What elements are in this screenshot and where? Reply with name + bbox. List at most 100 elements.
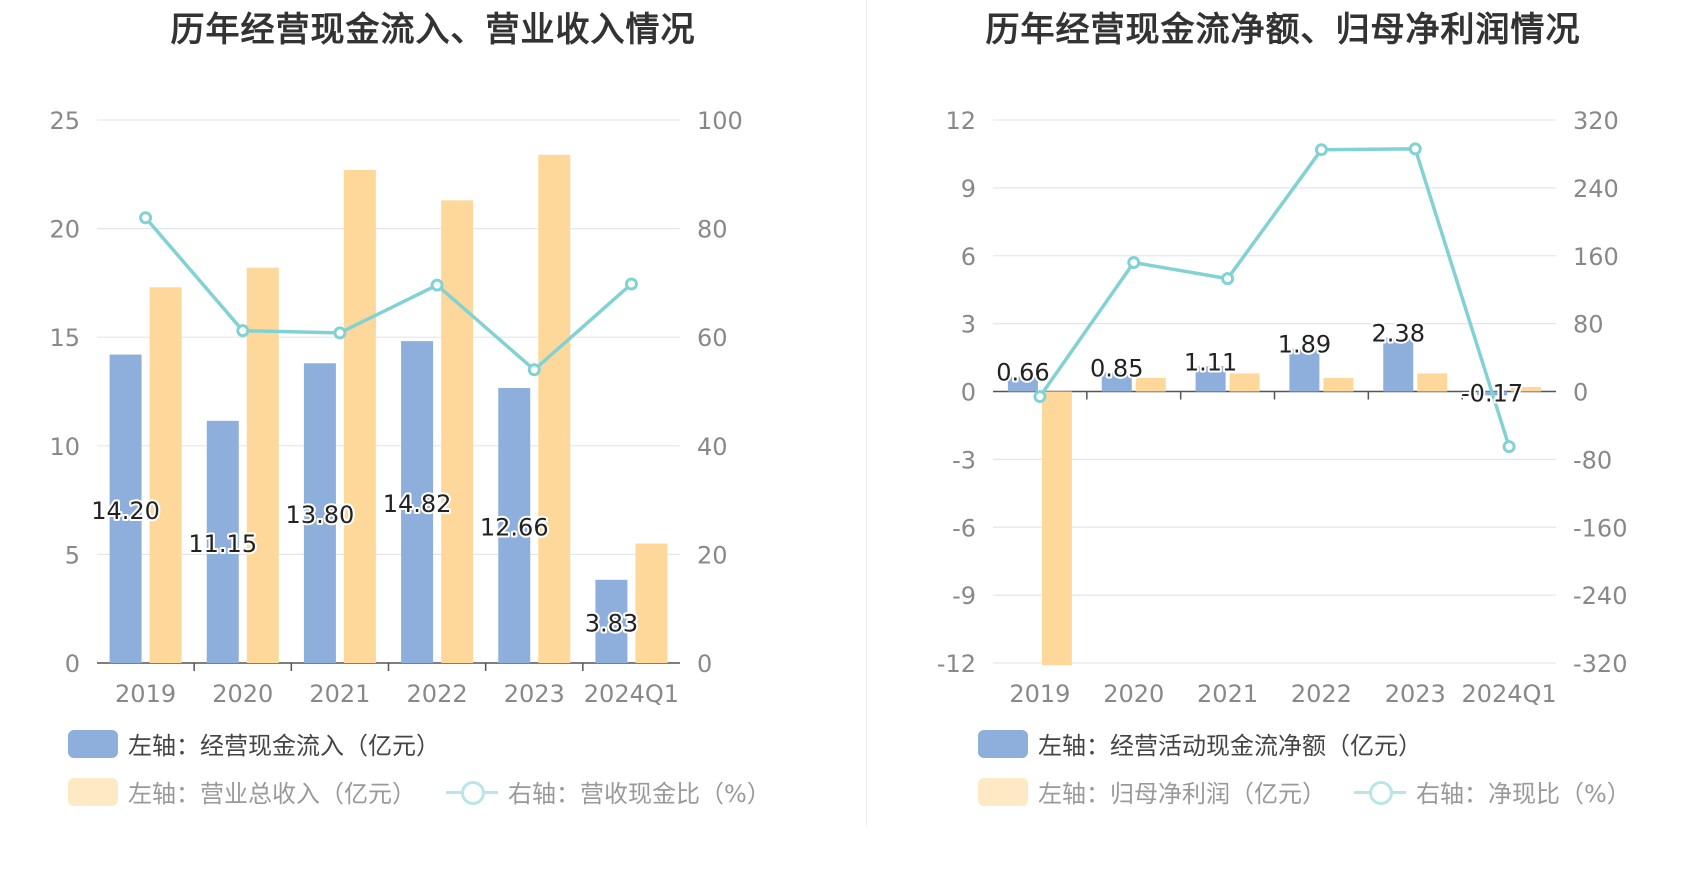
x-axis-category-label: 2021 [309,680,370,708]
legend-swatch-cash-inflow [68,729,118,758]
legend-item-cash-inflow[interactable]: 左轴：经营现金流入（亿元） [68,726,440,761]
bar-primary [498,388,531,663]
bar-primary [1195,366,1226,392]
right-axis-tick-label: 0 [1573,379,1588,407]
bar-secondary [1041,391,1072,666]
bar-data-label: 0.85 [1090,354,1143,382]
left-axis-tick-label: 0 [961,379,976,407]
legend-item-revenue-cash-ratio[interactable]: 右轴：营收现金比（%） [446,774,771,809]
left-axis-tick-label: 0 [65,650,80,678]
legend-swatch-net-cashflow [978,729,1028,758]
legend-line-icon [1354,778,1406,806]
legend-line-icon [446,778,498,806]
bar-data-label: 14.20 [91,497,160,525]
bar-data-label: 14.82 [383,490,452,518]
x-axis-category-label: 2019 [1009,680,1070,708]
ratio-line [144,216,633,372]
ratio-point [1127,256,1141,270]
bar-secondary [1511,386,1542,392]
ratio-point [624,277,638,291]
right-axis-tick-label: 160 [1573,243,1619,271]
bar-primary [109,354,142,663]
ratio-point [1221,272,1235,286]
ratio-point [527,363,541,377]
bar-data-label: 1.89 [1278,331,1331,359]
legend-label-net-cash-ratio: 右轴：净现比（%） [1416,780,1631,808]
bar-secondary [635,543,668,663]
right-axis-tick-label: 320 [1573,107,1619,135]
bar-secondary [1135,377,1166,392]
legend-label-net-profit: 左轴：归母净利润（亿元） [1038,780,1326,808]
bar-secondary [246,267,279,663]
bar-secondary [149,287,182,663]
x-axis-category-label: 2023 [504,680,565,708]
bar-primary [595,579,628,663]
left-axis-tick-label: 9 [961,175,976,203]
left-axis-tick-label: 5 [65,541,80,569]
right-axis-tick-label: -80 [1573,446,1612,474]
x-axis-category-label: 2020 [212,680,273,708]
right-axis-tick-label: -320 [1573,650,1627,678]
x-axis-category-label: 2024Q1 [1461,680,1556,708]
right-axis-tick-label: -160 [1573,514,1627,542]
bar-primary [401,341,434,663]
legend-item-net-cash-ratio[interactable]: 右轴：净现比（%） [1354,774,1631,809]
chart-title-right: 历年经营现金流净额、归母净利润情况 [985,10,1581,50]
x-axis-category-label: 2024Q1 [584,680,679,708]
bar-data-label: 12.66 [480,514,549,542]
bar-secondary [441,200,474,663]
right-axis-tick-label: 80 [1573,311,1604,339]
x-axis-category-label: 2019 [115,680,176,708]
legend-label-revenue-cash-ratio: 右轴：营收现金比（%） [508,780,771,808]
bar-primary [1007,376,1038,392]
ratio-point [1408,142,1422,156]
bar-secondary [1323,377,1354,392]
bar-data-label: 0.66 [996,359,1049,387]
bar-secondary [1417,373,1448,392]
ratio-point [1033,390,1047,404]
left-axis-tick-label: 6 [961,243,976,271]
ratio-line [1038,147,1511,448]
legend-item-revenue[interactable]: 左轴：营业总收入（亿元） [68,774,416,809]
x-axis-category-label: 2020 [1103,680,1164,708]
legend-swatch-revenue [68,777,118,806]
bar-data-label: 2.38 [1372,320,1425,348]
bar-secondary [1229,373,1260,392]
left-axis-tick-label: 10 [49,433,80,461]
left-axis-tick-label: 20 [49,216,80,244]
right-axis-tick-label: -240 [1573,582,1627,610]
legend-item-net-profit[interactable]: 左轴：归母净利润（亿元） [978,774,1326,809]
legend-label-cash-inflow: 左轴：经营现金流入（亿元） [128,732,440,760]
ratio-point [236,324,250,338]
bar-secondary [538,154,571,663]
x-axis-category-label: 2022 [407,680,468,708]
left-axis-tick-label: -9 [952,582,976,610]
right-axis-tick-label: 40 [697,433,728,461]
legend-item-net-cashflow[interactable]: 左轴：经营活动现金流净额（亿元） [978,726,1422,761]
ratio-point [430,278,444,292]
ratio-point [333,326,347,340]
bar-primary [206,420,239,663]
left-axis-tick-label: 25 [49,107,80,135]
ratio-point [1502,440,1516,454]
right-axis-tick-label: 240 [1573,175,1619,203]
left-axis-tick-label: 3 [961,311,976,339]
left-axis-tick-label: -3 [952,446,976,474]
right-axis-tick-label: 80 [697,216,728,244]
legend-label-revenue: 左轴：营业总收入（亿元） [128,780,416,808]
bar-primary [1101,372,1132,392]
legend-label-net-cashflow: 左轴：经营活动现金流净额（亿元） [1038,732,1422,760]
x-axis-category-label: 2023 [1385,680,1446,708]
left-axis-tick-label: -12 [937,650,976,678]
right-axis-tick-label: 60 [697,324,728,352]
cash-inflow-revenue-chart: 0 0 5 20 10 40 15 60 20 80 25 100 2019 2020 2021 2022 20… [49,107,742,708]
bar-data-label: 11.15 [188,530,257,558]
right-axis-tick-label: 20 [697,541,728,569]
legend-swatch-net-profit [978,777,1028,806]
ratio-point [139,211,153,225]
bar-data-label: 13.80 [286,501,355,529]
panel-divider [866,0,867,826]
left-axis-tick-label: -6 [952,514,976,542]
bar-data-label: 3.83 [585,609,638,637]
